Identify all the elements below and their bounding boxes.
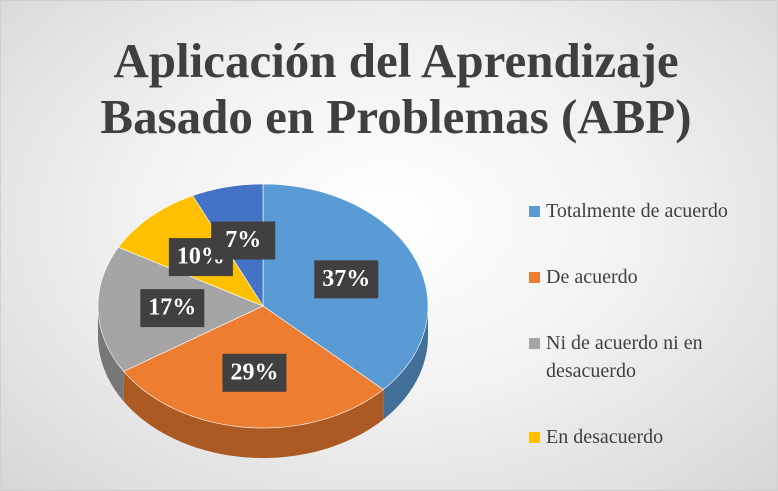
legend-item: Totalmente de acuerdo <box>529 197 769 225</box>
data-label: 37% <box>314 260 379 299</box>
label-box <box>140 289 205 328</box>
data-label: 29% <box>222 353 287 392</box>
data-label: 7% <box>211 221 276 260</box>
label-box <box>211 221 276 260</box>
legend-item: De acuerdo <box>529 263 769 291</box>
legend-swatch <box>529 272 540 283</box>
legend-label: En desacuerdo <box>546 426 664 448</box>
legend-label: Totalmente de acuerdo <box>546 200 728 222</box>
legend-item: En desacuerdo <box>529 423 769 451</box>
chart-title: Aplicación del Aprendizaje Basado en Pro… <box>100 33 692 144</box>
data-label: 17% <box>140 289 205 328</box>
label-box <box>222 353 287 392</box>
pie-side <box>383 306 428 420</box>
legend-label: De acuerdo <box>546 266 638 288</box>
legend-label: Ni de acuerdo ni en desacuerdo <box>546 332 703 382</box>
pie-side <box>123 371 384 458</box>
label-text: 29% <box>230 359 278 385</box>
legend-swatch <box>529 432 540 443</box>
legend-item: Ni de acuerdo ni en desacuerdo <box>529 329 769 385</box>
label-text: 7% <box>225 227 261 253</box>
label-text: 37% <box>322 266 370 292</box>
label-box <box>314 260 379 299</box>
legend-swatch <box>529 206 540 217</box>
legend: Totalmente de acuerdo De acuerdo Ni de acu… <box>529 197 769 489</box>
label-text: 17% <box>148 295 196 321</box>
legend-swatch <box>529 338 540 349</box>
